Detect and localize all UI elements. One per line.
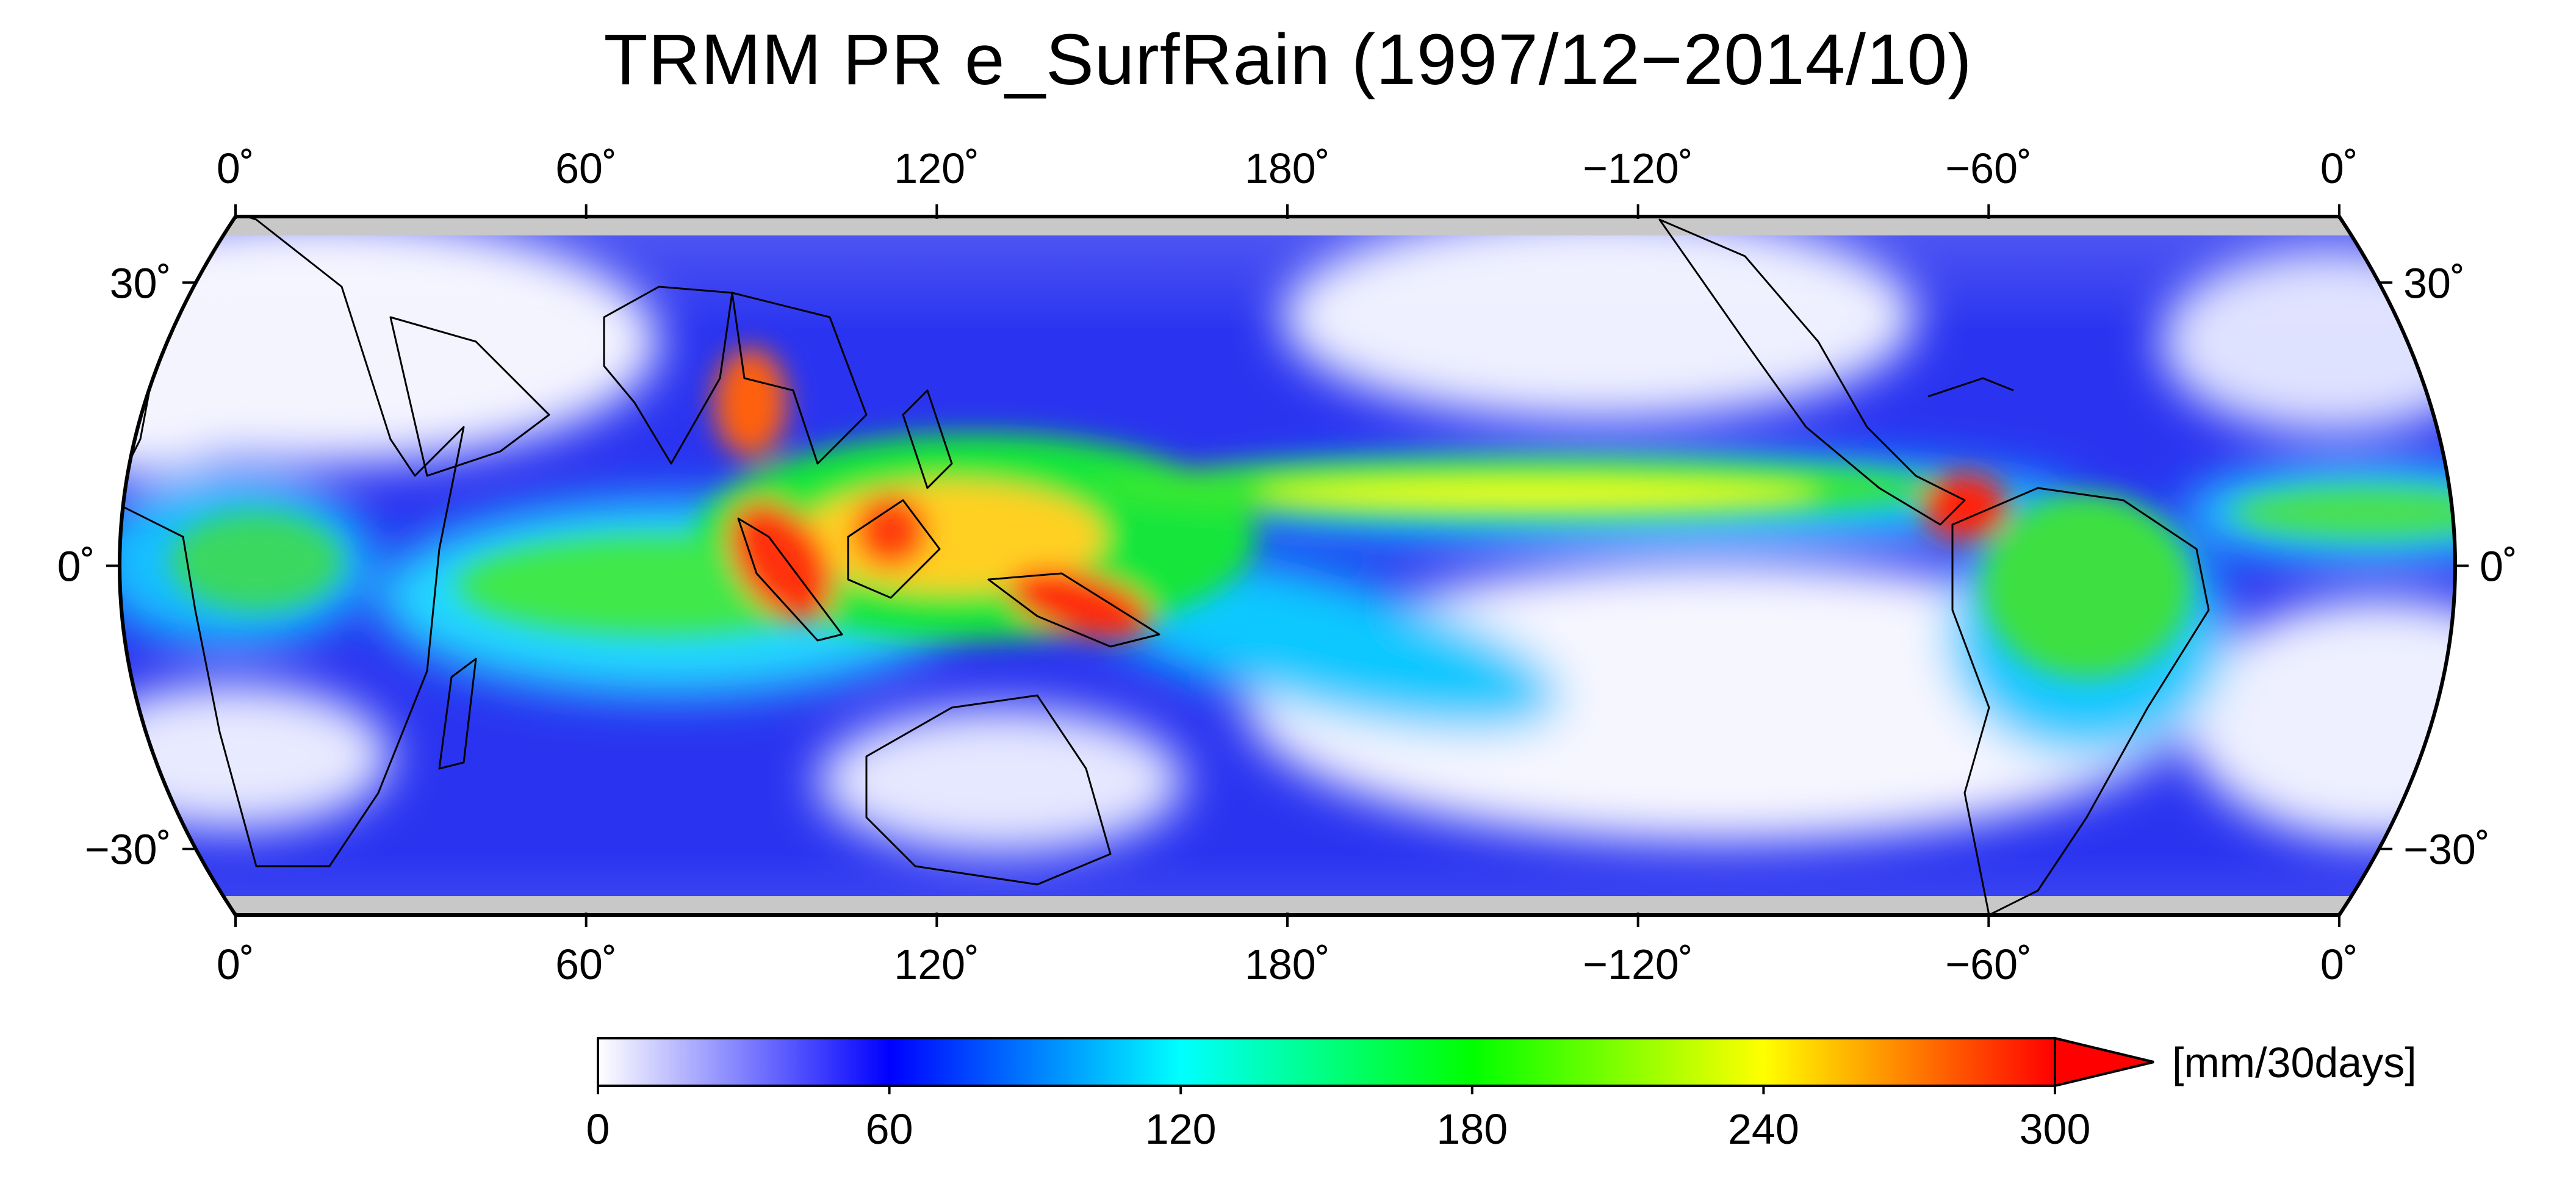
coast-borneo	[847, 499, 941, 599]
coast-africa	[120, 217, 465, 867]
lat-label-right: −30˚	[2403, 826, 2490, 874]
no-data-south	[120, 896, 2455, 915]
lon-label-top: 120˚	[894, 145, 979, 192]
lon-label-bottom: −120˚	[1583, 941, 1693, 988]
lat-label-left: 30˚	[110, 259, 171, 307]
coast-india	[603, 285, 733, 465]
lon-label-top: −60˚	[1945, 145, 2032, 192]
lat-label-right: 0˚	[2480, 543, 2517, 590]
colorbar-tick-label: 180	[1436, 1105, 1508, 1153]
coast-new-guinea	[987, 572, 1160, 648]
coast-sumatra	[737, 517, 843, 642]
lon-label-bottom: 0˚	[2320, 941, 2358, 988]
no-data-north	[120, 217, 2455, 235]
coast-madagascar	[438, 658, 477, 770]
colorbar-gradient	[597, 1037, 2056, 1087]
coast-central-america	[1658, 218, 1966, 526]
coast-philippines	[902, 389, 953, 489]
map-ticks	[106, 204, 2469, 927]
lon-label-top: 180˚	[1245, 145, 1330, 192]
page-title: TRMM PR e_SurfRain (1997/12−2014/10)	[603, 20, 1973, 100]
colorbar-extend-arrow	[2054, 1036, 2154, 1088]
lon-label-bottom: 180˚	[1245, 941, 1330, 988]
colorbar-unit-label: [mm/30days]	[2172, 1039, 2417, 1086]
colorbar-tick-label: 60	[866, 1105, 913, 1153]
lon-label-top: −120˚	[1583, 145, 1693, 192]
lon-label-bottom: −60˚	[1945, 941, 2032, 988]
coast-caribbean	[1927, 377, 2014, 398]
lon-label-top: 0˚	[2320, 145, 2358, 192]
colorbar-tick-label: 300	[2020, 1105, 2091, 1153]
colorbar-tick-label: 0	[586, 1105, 610, 1153]
map-labels: 0˚ 0˚ 60˚ 60˚ 120˚ 120˚ 180˚ 180˚ −120˚ −120˚ −60˚…	[57, 145, 2518, 988]
lon-label-bottom: 0˚	[217, 941, 254, 988]
colorbar-tick-label: 240	[1728, 1105, 1799, 1153]
lat-label-right: 30˚	[2403, 259, 2465, 307]
coast-australia	[865, 694, 1112, 886]
coast-arabia	[389, 316, 550, 477]
lon-label-top: 60˚	[555, 145, 617, 192]
lat-label-left: 0˚	[57, 543, 95, 590]
coast-southeast-asia	[731, 292, 868, 465]
lon-label-bottom: 120˚	[894, 941, 979, 988]
lon-label-top: 0˚	[217, 145, 254, 192]
colorbar-tick-label: 120	[1145, 1105, 1217, 1153]
lon-label-bottom: 60˚	[555, 941, 617, 988]
coast-south-america	[1951, 487, 2210, 915]
lat-label-left: −30˚	[85, 826, 171, 874]
